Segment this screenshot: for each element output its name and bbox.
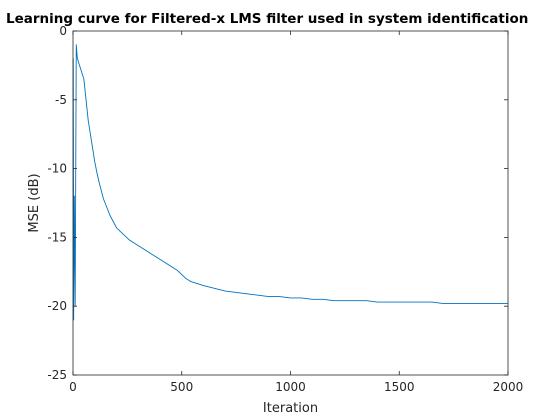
mse-series-line — [72, 44, 508, 321]
y-tick-label: -5 — [55, 93, 67, 107]
x-tick-label: 1500 — [384, 380, 415, 394]
y-tick-label: 0 — [59, 24, 67, 38]
x-tick-label: 1000 — [275, 380, 306, 394]
series-layer — [72, 44, 508, 321]
x-tick-label: 500 — [170, 380, 193, 394]
x-tick-label: 0 — [69, 380, 77, 394]
plot-area — [73, 31, 508, 375]
y-tick-label: -10 — [47, 162, 67, 176]
plot-frame — [72, 30, 509, 376]
x-axis-label: Iteration — [263, 401, 318, 416]
y-tick-label: -25 — [47, 368, 67, 382]
y-tick-label: -20 — [47, 299, 67, 313]
y-tick-label: -15 — [47, 230, 67, 244]
chart-title: Learning curve for Filtered-x LMS filter… — [6, 11, 528, 27]
y-axis-label: MSE (dB) — [27, 173, 42, 232]
x-tick-label: 2000 — [493, 380, 524, 394]
